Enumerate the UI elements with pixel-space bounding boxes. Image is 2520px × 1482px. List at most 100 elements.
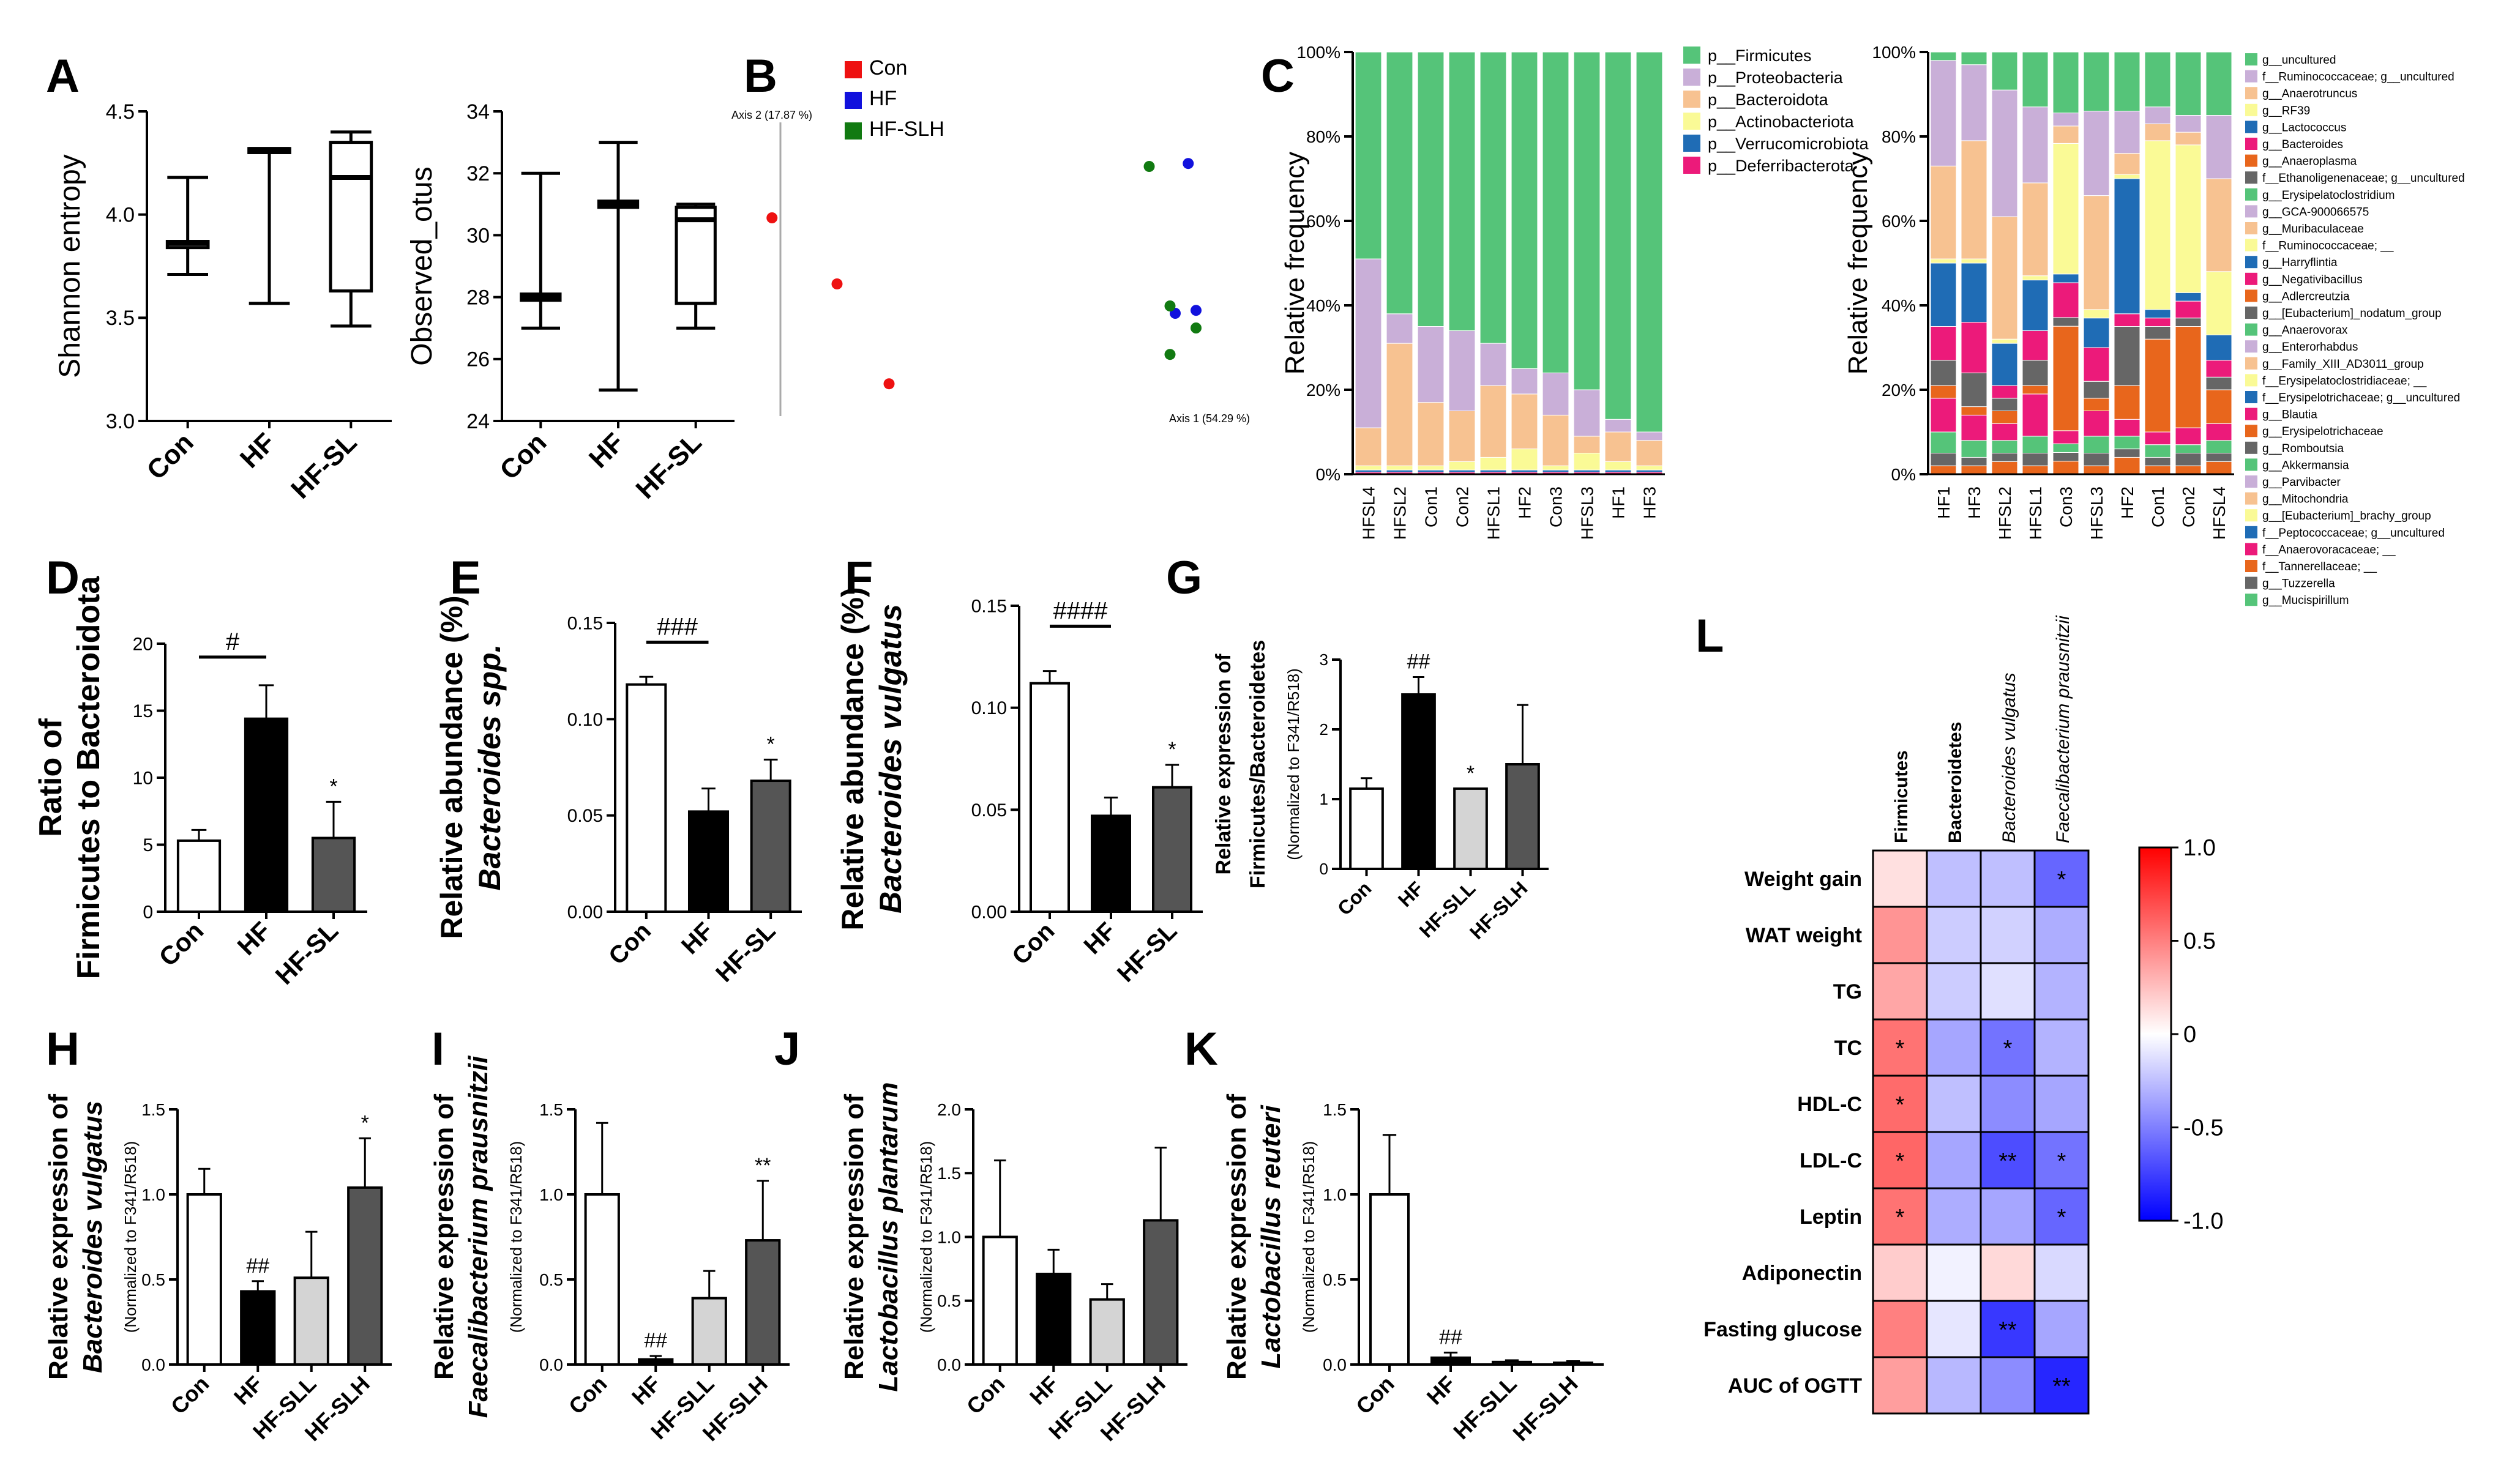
y-tick-label: 0.0 <box>1323 1355 1347 1374</box>
colorbar-tick-label: 1.0 <box>2183 835 2216 861</box>
significance-mark: ## <box>246 1254 269 1278</box>
y-axis-label: Faecalibacterium prausnitzii <box>463 1056 493 1418</box>
bar-hf-slh <box>1505 763 1540 870</box>
heatmap-cell <box>1926 962 1982 1021</box>
legend-swatch <box>1683 113 1700 130</box>
y-tick-label: 100% <box>1296 43 1340 62</box>
stack-segment <box>2144 338 2171 433</box>
panel-label-G: G <box>1166 552 1202 604</box>
y-axis-label: Firmicutes/Bacteroidetes <box>1246 640 1269 888</box>
x-tick-label: HFSL4 <box>2210 486 2229 540</box>
stack-segment <box>2175 144 2202 293</box>
stack-segment <box>1991 423 2018 441</box>
y-tick-label: 1.5 <box>141 1100 165 1119</box>
bar-hf-sl <box>311 836 356 914</box>
heatmap-cell <box>2033 906 2090 964</box>
stack-segment <box>2144 456 2171 466</box>
x-tick-label: HF <box>1394 877 1428 911</box>
legend-label: g__Negativibacillus <box>2262 274 2363 286</box>
heatmap-star: * <box>1896 1205 1905 1231</box>
y-axis-label: Relative abundance (%) <box>836 587 870 930</box>
stack-segment <box>1386 51 1413 315</box>
heatmap-cell <box>1926 1018 1982 1077</box>
legend-label: f__Erysipelatoclostridiaceae; __ <box>2262 374 2427 387</box>
x-tick-label: HF <box>234 427 281 474</box>
stack-segment <box>1930 326 1957 361</box>
x-tick-label: HF <box>1025 1371 1063 1410</box>
x-tick-label: HFSL2 <box>1995 486 2014 540</box>
legend-label: f__Ethanoligenenaceae; g__uncultured <box>2262 172 2465 185</box>
stack-segment <box>1448 469 1476 473</box>
stack-segment <box>1542 372 1569 415</box>
stack-segment <box>2022 280 2049 331</box>
heatmap-star: ** <box>2052 1374 2071 1399</box>
y-tick-label: 1.0 <box>1323 1185 1347 1204</box>
stack-segment <box>2022 275 2049 281</box>
y-axis-label: Relative expression of <box>429 1094 459 1380</box>
heatmap-cell <box>1980 1356 2036 1415</box>
legend-swatch <box>2245 458 2257 471</box>
stack-segment <box>1930 165 1957 259</box>
legend-label: f__Ruminococcaceae; __ <box>2262 240 2394 253</box>
y-tick-label: 60% <box>1306 212 1340 231</box>
x-tick-label: HF-SLL <box>1448 1371 1521 1444</box>
y-tick-label: 0.5 <box>1323 1270 1347 1289</box>
stack-segment <box>2205 51 2232 116</box>
legend-label: g__Erysipelatoclostridium <box>2262 189 2395 202</box>
y-tick-label: 20 <box>133 635 153 655</box>
panel-label-B: B <box>744 50 777 102</box>
stack-segment <box>2175 132 2202 146</box>
stack-segment <box>1417 465 1445 471</box>
heatmap-cell <box>1926 1243 1982 1302</box>
x-tick-label: Con <box>1007 917 1060 970</box>
heatmap-cell <box>1926 1300 1982 1358</box>
y-axis-label: Relative expression of <box>43 1094 73 1380</box>
bar-hf-sl <box>750 780 791 913</box>
y-tick-label: 0.5 <box>937 1292 961 1311</box>
x-tick-label: Con <box>166 1371 214 1419</box>
panel-label-A: A <box>46 50 80 102</box>
legend-swatch <box>2245 70 2257 83</box>
x-tick-label: HF <box>1079 917 1121 959</box>
stack-segment <box>2022 393 2049 437</box>
legend-label: g__[Eubacterium]_nodatum_group <box>2262 307 2442 320</box>
heatmap-cell <box>1980 1074 2036 1133</box>
y-tick-label: 80% <box>1882 127 1916 146</box>
point-hf <box>1191 305 1202 316</box>
bar-hf <box>1091 814 1131 914</box>
stack-segment <box>2052 443 2079 453</box>
stack-segment <box>2175 465 2202 475</box>
stack-segment <box>1417 51 1445 327</box>
y-tick-label: 0% <box>1316 465 1340 484</box>
y-axis-label: Lactobacillus reuteri <box>1256 1105 1286 1369</box>
stack-segment <box>2083 465 2110 475</box>
heatmap-row-label: LDL-C <box>1800 1149 1862 1172</box>
y-axis-label: Lactobacillus plantarum <box>873 1082 903 1391</box>
heatmap-row-label: Weight gain <box>1744 868 1862 891</box>
heatmap-column-label: Firmicutes <box>1891 750 1912 843</box>
stack-segment <box>2083 411 2110 437</box>
legend-swatch <box>2245 289 2257 302</box>
stack-segment <box>2205 440 2232 453</box>
y-tick-label: 0.0 <box>937 1355 961 1374</box>
point-hf-slh <box>1191 322 1202 333</box>
y-tick-label: 32 <box>466 162 490 185</box>
heatmap-cell <box>1980 906 2036 964</box>
legend-swatch <box>2245 543 2257 556</box>
stack-segment <box>2114 178 2141 315</box>
heatmap-cell <box>2033 1074 2090 1133</box>
stack-segment <box>2083 318 2110 348</box>
bar-hf-slh <box>347 1186 383 1366</box>
significance-mark: * <box>767 732 775 756</box>
x-tick-label: HF <box>676 917 719 959</box>
legend-swatch <box>2245 526 2257 538</box>
stack-segment <box>2205 423 2232 441</box>
y-tick-label: 10 <box>133 769 153 789</box>
stack-segment <box>2144 431 2171 445</box>
x-tick-label: Con <box>494 427 552 485</box>
x-tick-label: HF-SLH <box>1508 1371 1582 1446</box>
x-tick-label: HF1 <box>1609 486 1628 519</box>
significance-mark: ## <box>1407 650 1430 674</box>
bar-con <box>186 1193 222 1366</box>
legend-label: f__Ruminococcaceae; g__uncultured <box>2262 71 2455 84</box>
